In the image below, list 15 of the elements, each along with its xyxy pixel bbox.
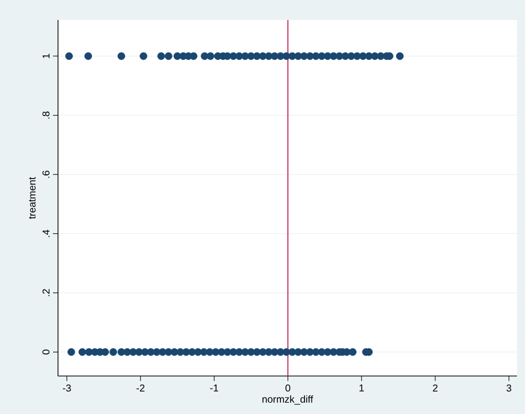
y-tick-label: .2 (42, 289, 50, 296)
y-tick-label: 0 (42, 350, 50, 354)
x-tick-label: -2 (136, 384, 144, 392)
y-tick-label: .6 (42, 170, 50, 178)
x-tick-label: 3 (506, 384, 512, 392)
y-tick-label: .4 (42, 230, 50, 237)
y-tick-label: 1 (42, 54, 50, 58)
y-axis-title: treatment (29, 177, 36, 219)
y-tick-label: .8 (42, 112, 50, 119)
x-tick-label: 0 (285, 384, 290, 392)
x-tick-label: -3 (62, 384, 71, 392)
x-tick-label: 1 (360, 384, 364, 392)
x-tick-label: 2 (432, 384, 438, 392)
x-axis-title: normzk_diff (262, 395, 314, 405)
x-tick-label: -1 (210, 384, 218, 392)
